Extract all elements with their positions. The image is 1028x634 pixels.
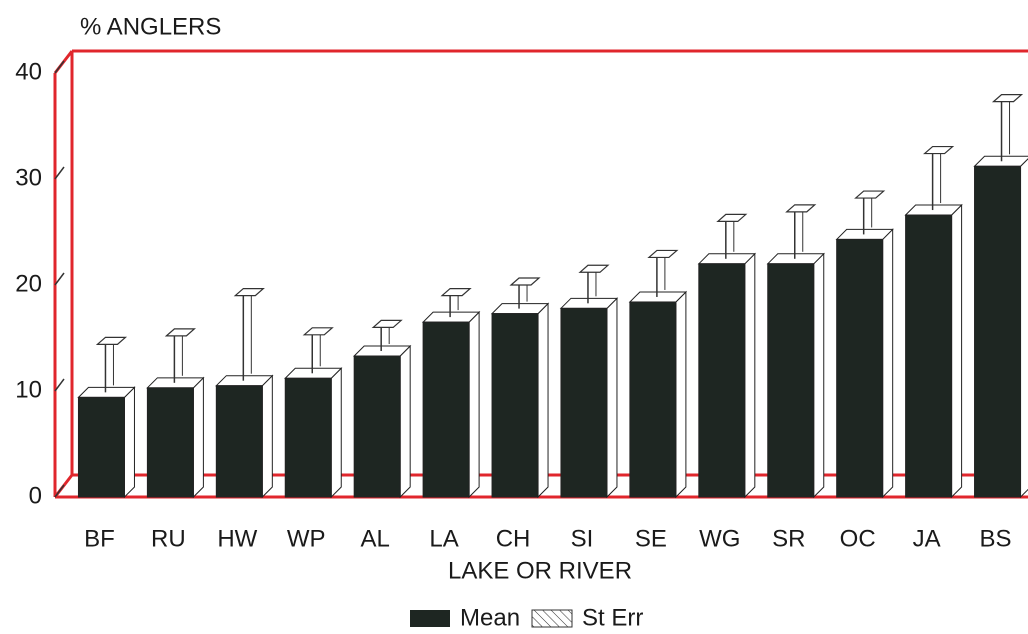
bar-side [813, 252, 825, 499]
error-cap [371, 319, 403, 328]
y-tick [54, 166, 65, 180]
error-cap [647, 249, 679, 259]
bar-top [628, 291, 688, 303]
bar [629, 301, 677, 498]
x-tick-label: LA [429, 525, 458, 552]
bar [77, 396, 125, 498]
y-tick-label: 30 [15, 164, 42, 191]
x-tick-label: AL [360, 525, 389, 552]
bar-top [697, 253, 757, 265]
bar-top [766, 253, 825, 265]
error-cap [923, 145, 955, 155]
bar-top [559, 297, 619, 309]
bar-top [835, 228, 894, 240]
bar-top [352, 345, 412, 357]
legend-swatch [410, 610, 450, 627]
bar [146, 387, 194, 498]
y-tick [54, 272, 65, 286]
x-tick-label: HW [217, 525, 257, 552]
error-cap [578, 264, 610, 273]
error-cap [95, 336, 128, 345]
y-tick-label: 10 [15, 376, 42, 403]
bar [353, 355, 401, 498]
plot: 0 10 20 30 40 BF RU HW WP AL LA CH SI SE WG SR OC JA BS [15, 58, 1028, 552]
bar [974, 165, 1022, 498]
error-cap [509, 277, 541, 286]
x-tick-label: OC [840, 525, 876, 552]
bar [491, 313, 539, 498]
bar-side [606, 297, 618, 499]
y-tick [54, 484, 65, 498]
bar [422, 321, 470, 498]
y-tick [54, 60, 65, 74]
y-tick-label: 40 [15, 58, 42, 85]
bar-top [146, 377, 205, 389]
bar-side [1020, 158, 1028, 499]
bar-top [904, 204, 963, 216]
bar-side [399, 344, 411, 499]
bar-side [537, 302, 549, 499]
x-tick-label: SI [571, 525, 594, 552]
bar [698, 263, 746, 498]
legend-label: Mean [460, 604, 520, 631]
bar-top [215, 375, 274, 387]
legend-label: St Err [582, 604, 643, 631]
y-tick-label: 0 [29, 482, 42, 509]
bar-side [330, 367, 342, 499]
bar-top [77, 386, 136, 398]
bar-top [284, 367, 343, 379]
legend-swatch [531, 609, 573, 628]
bar [284, 377, 332, 498]
error-cap [440, 288, 472, 297]
error-cap [991, 94, 1024, 103]
x-tick-label: BS [980, 525, 1012, 552]
legend: Mean St Err [410, 604, 643, 631]
bar [905, 214, 953, 498]
bar-top [490, 303, 550, 315]
x-tick-label: CH [496, 525, 531, 552]
bar-side [882, 228, 894, 499]
bar [215, 385, 263, 498]
bar-top [421, 311, 481, 323]
y-tick [54, 378, 65, 392]
bar [767, 263, 815, 498]
error-cap [233, 288, 265, 297]
error-cap [302, 327, 334, 336]
bar-side [468, 310, 480, 499]
x-tick-label: BF [84, 525, 115, 552]
error-cap [854, 190, 886, 199]
bar-side [261, 374, 273, 499]
x-tick-label: SR [772, 525, 805, 552]
bar-side [192, 376, 204, 499]
x-axis-title: LAKE OR RIVER [448, 557, 632, 584]
bar-side [744, 252, 756, 499]
bar [836, 238, 884, 498]
x-tick-label: RU [151, 525, 186, 552]
x-tick-label: WG [699, 525, 740, 552]
x-tick-label: JA [913, 525, 941, 552]
y-tick-label: 20 [15, 270, 42, 297]
error-cap [716, 213, 748, 222]
error-cap [785, 204, 817, 213]
error-cap [164, 328, 196, 337]
bar-side [675, 290, 687, 499]
x-tick-label: SE [635, 525, 667, 552]
y-axis-title: % ANGLERS [80, 13, 221, 40]
bar-side [123, 386, 135, 499]
bar-side [951, 203, 963, 499]
x-tick-label: WP [287, 525, 326, 552]
bar [560, 307, 608, 498]
